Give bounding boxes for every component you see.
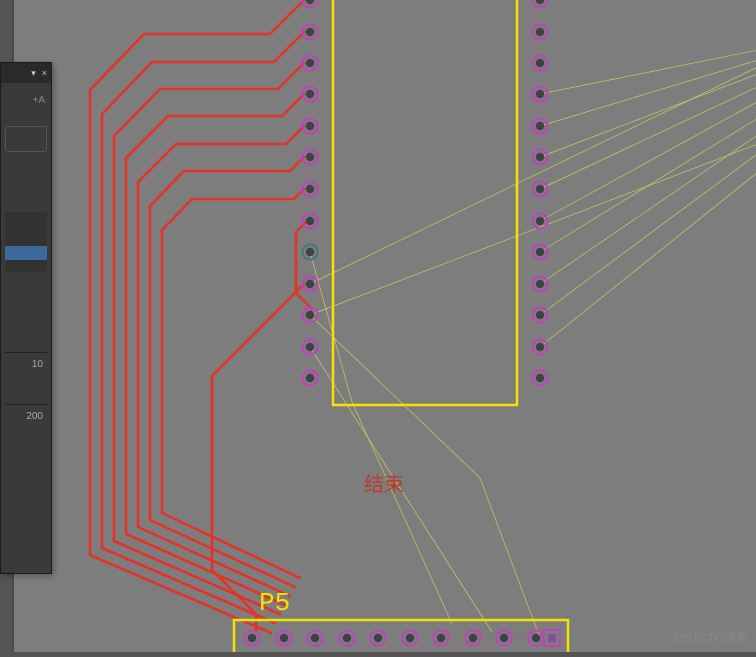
value-field-1[interactable]: 10 <box>5 352 47 370</box>
search-input[interactable] <box>5 126 47 152</box>
pcb-canvas[interactable]: 结束 P5 @51CTO博客 <box>12 0 756 652</box>
layer-list[interactable] <box>5 212 47 272</box>
shortcut-label: +A <box>5 95 47 106</box>
watermark: @51CTO博客 <box>673 629 748 646</box>
annotation-text: 结束 <box>364 468 404 497</box>
value-field-2[interactable]: 200 <box>5 404 47 422</box>
close-icon[interactable]: × <box>42 69 47 78</box>
panel-header[interactable]: ▾ × <box>1 63 51 83</box>
dropdown-icon[interactable]: ▾ <box>31 69 36 78</box>
pcb-svg <box>12 0 756 652</box>
refdes-p5: P5 <box>259 588 290 618</box>
properties-panel[interactable]: ▾ × +A 10 200 <box>0 62 52 574</box>
layer-row-selected[interactable] <box>5 246 47 260</box>
